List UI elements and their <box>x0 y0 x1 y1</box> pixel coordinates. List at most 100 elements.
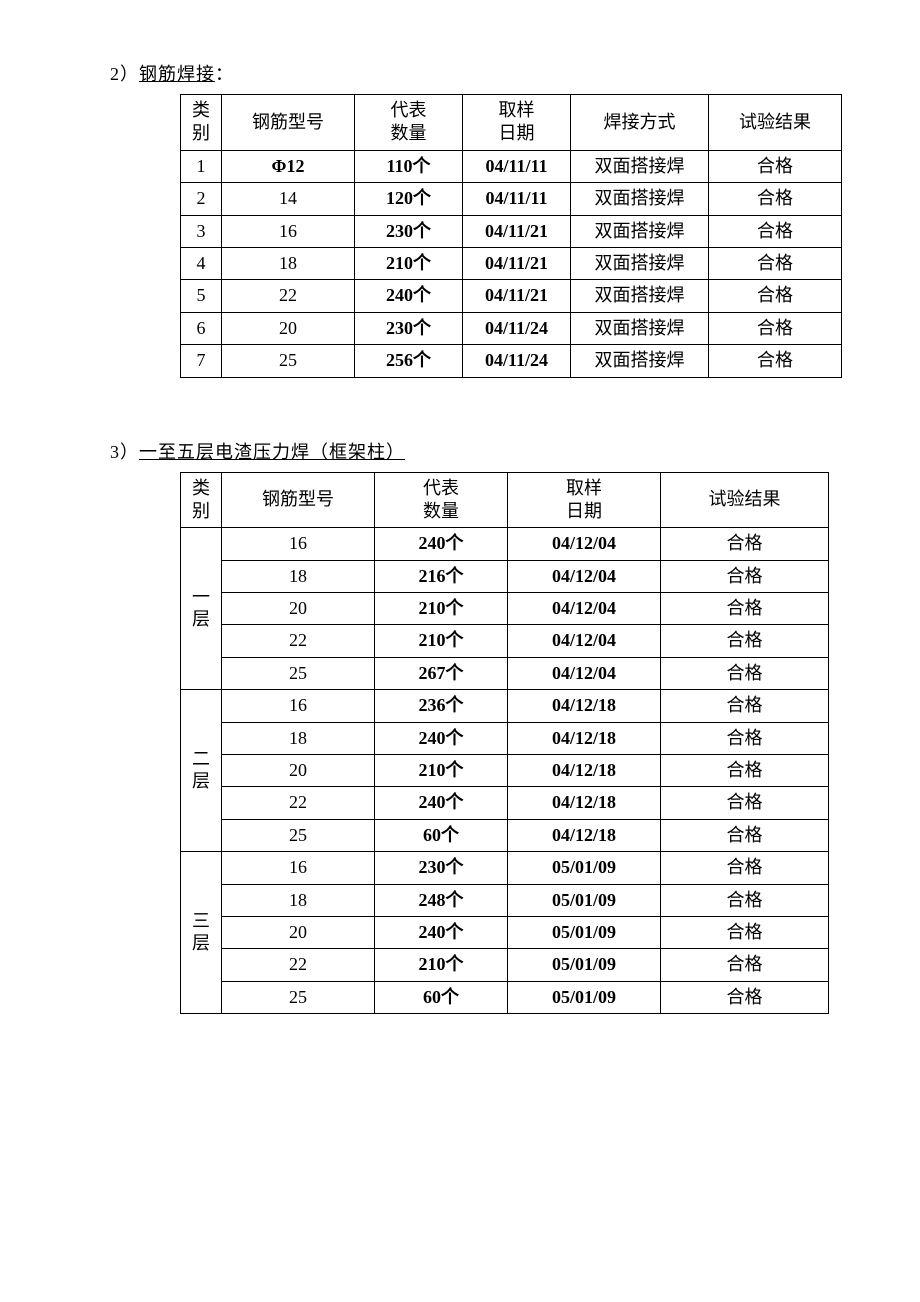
table-header-row: 类别 钢筋型号 代表数量 取样日期 焊接方式 试验结果 <box>181 95 842 151</box>
qty-unit: 个 <box>446 566 464 586</box>
cell-date: 05/01/09 <box>508 916 661 948</box>
cell-method: 双面搭接焊 <box>571 247 709 279</box>
hdr-quantity: 代表数量 <box>375 472 508 528</box>
qty-unit: 个 <box>413 188 431 208</box>
cell-category: 5 <box>181 280 222 312</box>
cell-method: 双面搭接焊 <box>571 183 709 215</box>
cell-category: 3 <box>181 215 222 247</box>
cell-result: 合格 <box>661 852 829 884</box>
table-row: 620230个04/11/24双面搭接焊合格 <box>181 312 842 344</box>
qty-value: 267 <box>419 663 446 683</box>
qty-value: 210 <box>419 630 446 650</box>
table-row: 20240个05/01/09合格 <box>181 916 829 948</box>
cell-date: 05/01/09 <box>508 852 661 884</box>
hdr-date: 取样日期 <box>508 472 661 528</box>
table-row: 2560个04/12/18合格 <box>181 819 829 851</box>
table-rebar-welding: 类别 钢筋型号 代表数量 取样日期 焊接方式 试验结果 1Φ12110个04/1… <box>180 94 842 378</box>
cell-model: 20 <box>222 312 355 344</box>
cell-model: 25 <box>222 981 375 1013</box>
qty-unit: 个 <box>446 922 464 942</box>
cell-model: 20 <box>222 916 375 948</box>
cell-quantity: 110个 <box>355 150 463 182</box>
cell-date: 05/01/09 <box>508 949 661 981</box>
cell-date: 04/11/21 <box>463 280 571 312</box>
cell-model: 25 <box>222 345 355 377</box>
cell-category: 2 <box>181 183 222 215</box>
cell-result: 合格 <box>661 916 829 948</box>
hdr-quantity: 代表数量 <box>355 95 463 151</box>
table-row: 20210个04/12/04合格 <box>181 593 829 625</box>
cell-result: 合格 <box>661 949 829 981</box>
table-eslag-welding: 类别 钢筋型号 代表数量 取样日期 试验结果 一层16240个04/12/04合… <box>180 472 829 1015</box>
cell-result: 合格 <box>661 690 829 722</box>
cell-model: 18 <box>222 560 375 592</box>
cell-model: 22 <box>222 625 375 657</box>
table-header-row: 类别 钢筋型号 代表数量 取样日期 试验结果 <box>181 472 829 528</box>
table-row: 214120个04/11/11双面搭接焊合格 <box>181 183 842 215</box>
cell-quantity: 210个 <box>375 593 508 625</box>
cell-group-label: 二层 <box>181 690 222 852</box>
cell-result: 合格 <box>661 884 829 916</box>
cell-model: 22 <box>222 949 375 981</box>
table-row: 25267个04/12/04合格 <box>181 657 829 689</box>
cell-quantity: 120个 <box>355 183 463 215</box>
cell-result: 合格 <box>661 819 829 851</box>
cell-quantity: 216个 <box>375 560 508 592</box>
cell-date: 04/12/18 <box>508 755 661 787</box>
cell-quantity: 240个 <box>375 528 508 560</box>
cell-method: 双面搭接焊 <box>571 280 709 312</box>
cell-date: 04/11/11 <box>463 183 571 215</box>
cell-date: 04/12/18 <box>508 690 661 722</box>
cell-date: 04/12/04 <box>508 560 661 592</box>
cell-model: 22 <box>222 787 375 819</box>
cell-quantity: 240个 <box>375 787 508 819</box>
cell-model: 25 <box>222 657 375 689</box>
qty-unit: 个 <box>441 987 459 1007</box>
table-row: 20210个04/12/18合格 <box>181 755 829 787</box>
cell-date: 04/12/04 <box>508 593 661 625</box>
qty-unit: 个 <box>413 221 431 241</box>
cell-result: 合格 <box>709 280 842 312</box>
cell-model: 16 <box>222 852 375 884</box>
hdr-method: 焊接方式 <box>571 95 709 151</box>
hdr-date: 取样日期 <box>463 95 571 151</box>
cell-model: 20 <box>222 755 375 787</box>
cell-result: 合格 <box>709 345 842 377</box>
cell-method: 双面搭接焊 <box>571 215 709 247</box>
section3-prefix: 3） <box>110 442 139 462</box>
table-row: 316230个04/11/21双面搭接焊合格 <box>181 215 842 247</box>
qty-value: 210 <box>419 598 446 618</box>
qty-unit: 个 <box>446 695 464 715</box>
qty-value: 110 <box>386 156 412 176</box>
cell-quantity: 210个 <box>375 625 508 657</box>
cell-model: 18 <box>222 722 375 754</box>
cell-result: 合格 <box>661 625 829 657</box>
cell-result: 合格 <box>661 981 829 1013</box>
cell-quantity: 60个 <box>375 981 508 1013</box>
qty-value: 240 <box>419 792 446 812</box>
table-row: 18216个04/12/04合格 <box>181 560 829 592</box>
hdr-model: 钢筋型号 <box>222 95 355 151</box>
qty-unit: 个 <box>446 857 464 877</box>
qty-value: 60 <box>423 825 441 845</box>
table-row: 二层16236个04/12/18合格 <box>181 690 829 722</box>
cell-result: 合格 <box>661 722 829 754</box>
cell-quantity: 230个 <box>355 312 463 344</box>
cell-quantity: 267个 <box>375 657 508 689</box>
cell-quantity: 230个 <box>355 215 463 247</box>
cell-date: 05/01/09 <box>508 884 661 916</box>
qty-unit: 个 <box>413 318 431 338</box>
cell-date: 04/11/24 <box>463 345 571 377</box>
cell-method: 双面搭接焊 <box>571 150 709 182</box>
qty-unit: 个 <box>446 890 464 910</box>
cell-model: 16 <box>222 215 355 247</box>
section2-prefix: 2） <box>110 64 139 84</box>
cell-category: 6 <box>181 312 222 344</box>
cell-date: 04/11/21 <box>463 215 571 247</box>
cell-group-label: 三层 <box>181 852 222 1014</box>
cell-quantity: 240个 <box>375 916 508 948</box>
table-row: 一层16240个04/12/04合格 <box>181 528 829 560</box>
qty-value: 248 <box>419 890 446 910</box>
cell-date: 04/12/18 <box>508 819 661 851</box>
qty-value: 240 <box>419 922 446 942</box>
